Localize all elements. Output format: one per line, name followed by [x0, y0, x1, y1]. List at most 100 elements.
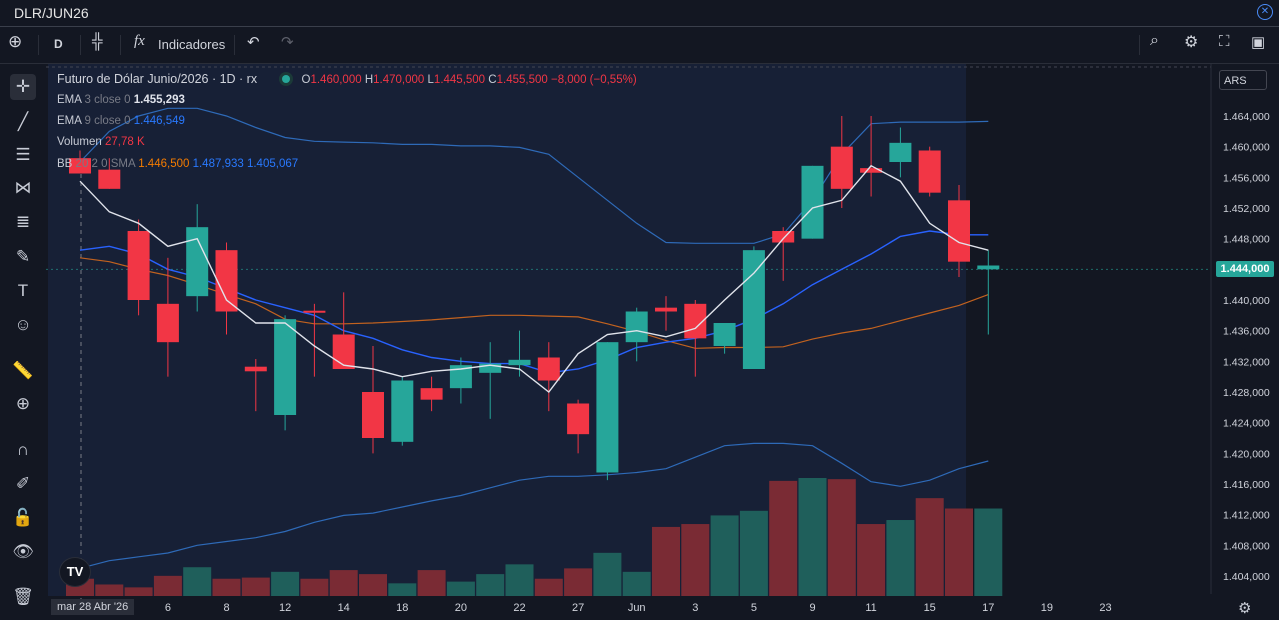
tradingview-logo[interactable]: TV — [59, 557, 91, 587]
close-icon[interactable]: ✕ — [1257, 4, 1273, 20]
candle-body — [713, 323, 736, 346]
toolbar-divider — [120, 35, 121, 55]
x-tick-label: 6 — [165, 602, 171, 614]
bb-basis-value: 1.446,500 — [138, 158, 190, 170]
redo-icon[interactable]: ↷ — [281, 34, 294, 51]
y-tick-label: 1.448,000 — [1223, 234, 1270, 246]
magnet-icon[interactable]: ∩ — [16, 440, 30, 459]
date-range-label: mar 28 Abr '26 — [51, 599, 135, 615]
toolbar-divider — [234, 35, 235, 55]
pattern-icon[interactable]: ⋈ — [14, 178, 32, 197]
y-tick-label: 1.452,000 — [1223, 203, 1270, 215]
low-value: 1.445,500 — [433, 74, 486, 86]
ema3-params: 3 close 0 — [84, 94, 131, 106]
candle-body — [156, 303, 179, 343]
y-tick-label: 1.404,000 — [1223, 571, 1270, 583]
emoji-icon[interactable]: ☺ — [14, 315, 32, 334]
settings-gear-icon[interactable]: ⚙ — [1184, 34, 1199, 51]
bb-label: BB — [57, 158, 73, 170]
volume-bar — [886, 520, 915, 596]
candle-body — [479, 363, 502, 373]
candle-body — [742, 250, 765, 369]
volume-bar — [446, 581, 475, 596]
close-value: 1.455,500 — [496, 74, 548, 86]
candle-body — [391, 380, 414, 442]
eye-icon[interactable]: 👁 — [12, 542, 34, 561]
zoom-search-icon[interactable]: ⌕ — [1150, 32, 1159, 49]
x-tick-label: 23 — [1099, 602, 1111, 614]
candle-body — [596, 342, 619, 473]
last-price-label: 1.444,000 — [1216, 261, 1274, 277]
volume-bar — [505, 564, 534, 596]
fib-retracement-icon[interactable]: ≣ — [15, 212, 31, 231]
open-value: 1.460,000 — [310, 74, 362, 86]
legend-symbol-row: Futuro de Dólar Junio/2026 · 1D · rx O1.… — [57, 72, 637, 86]
candle-body — [215, 250, 238, 312]
volume-bar — [388, 583, 417, 596]
add-symbol-icon[interactable]: ⊕ — [8, 32, 23, 51]
legend-bollinger[interactable]: BB 20 2 0 SMA 1.446,500 1.487,933 1.405,… — [57, 158, 298, 170]
lock-drawing-icon[interactable]: ✐ — [15, 474, 31, 493]
text-tool-icon[interactable]: T — [17, 281, 29, 300]
camera-snapshot-icon[interactable]: ▣ — [1251, 34, 1266, 51]
currency-button[interactable]: ARS — [1219, 70, 1267, 90]
candle-body — [420, 388, 443, 400]
candle-body — [889, 142, 912, 162]
candle-body — [332, 334, 355, 369]
candles-chart-type-icon[interactable]: ╬ — [92, 33, 103, 50]
volume-bar — [681, 524, 710, 596]
x-tick-label: 5 — [751, 602, 757, 614]
volume-bar — [476, 574, 505, 596]
volume-bar — [915, 498, 944, 596]
candle-body — [449, 365, 472, 389]
lock-icon[interactable]: 🔓 — [12, 508, 34, 527]
trend-line-icon[interactable]: ╱ — [17, 112, 29, 131]
legend-ema3[interactable]: EMA 3 close 0 1.455,293 — [57, 94, 185, 106]
legend-volume[interactable]: Volumen 27,78 K — [57, 136, 145, 148]
zoom-in-icon[interactable]: ⊕ — [15, 394, 31, 413]
window-title: DLR/JUN26 — [14, 5, 89, 21]
ema3-value: 1.455,293 — [133, 94, 185, 106]
interval-button[interactable]: D — [54, 37, 63, 51]
close-label: C — [488, 74, 497, 86]
legend-ema9[interactable]: EMA 9 close 0 1.446,549 — [57, 115, 185, 127]
volume-bar — [593, 552, 622, 596]
candle-body — [655, 307, 677, 312]
x-tick-label: 27 — [572, 602, 584, 614]
toolbar-divider — [1139, 35, 1140, 55]
y-tick-label: 1.428,000 — [1223, 387, 1270, 399]
candle-body — [244, 366, 267, 372]
candle-body — [69, 158, 91, 174]
x-tick-label: Jun — [628, 602, 646, 614]
top-toolbar: ⊕ D ╬ fx Indicadores ↶ ↷ ⌕ ⚙ ⛶ ▣ — [0, 27, 1279, 64]
volume-bar — [241, 577, 270, 596]
volume-bar — [652, 526, 680, 596]
volume-bar — [329, 570, 358, 596]
price-chart[interactable]: 1.464,000 1.460,000 1.456,000 1.452,000 1.44… — [46, 64, 1279, 620]
fullscreen-icon[interactable]: ⛶ — [1219, 33, 1230, 50]
candle-body — [508, 359, 531, 366]
brush-icon[interactable]: ✎ — [15, 247, 31, 266]
x-tick-label: 17 — [982, 602, 994, 614]
y-tick-label: 1.456,000 — [1223, 172, 1270, 184]
undo-icon[interactable]: ↶ — [247, 34, 260, 51]
x-tick-label: 12 — [279, 602, 291, 614]
indicators-fx-icon[interactable]: fx — [134, 33, 145, 49]
volume-bar — [710, 515, 739, 596]
candle-body — [362, 392, 384, 438]
horizontal-lines-icon[interactable]: ☰ — [15, 145, 31, 164]
volume-bar — [153, 575, 182, 596]
indicators-button[interactable]: Indicadores — [158, 37, 226, 52]
ruler-icon[interactable]: 📏 — [12, 361, 34, 380]
candle-body — [98, 169, 121, 189]
candle-body — [567, 403, 590, 435]
volume-bar — [769, 480, 798, 596]
open-label: O — [301, 74, 311, 86]
axis-settings-gear-icon[interactable]: ⚙ — [1238, 600, 1252, 617]
y-tick-label: 1.464,000 — [1223, 111, 1270, 123]
candle-body — [186, 227, 209, 297]
candle-body — [772, 231, 795, 243]
crosshair-icon[interactable]: ✛ — [10, 74, 36, 100]
volume-bar — [739, 510, 768, 596]
trash-icon[interactable]: 🗑 — [12, 587, 34, 606]
